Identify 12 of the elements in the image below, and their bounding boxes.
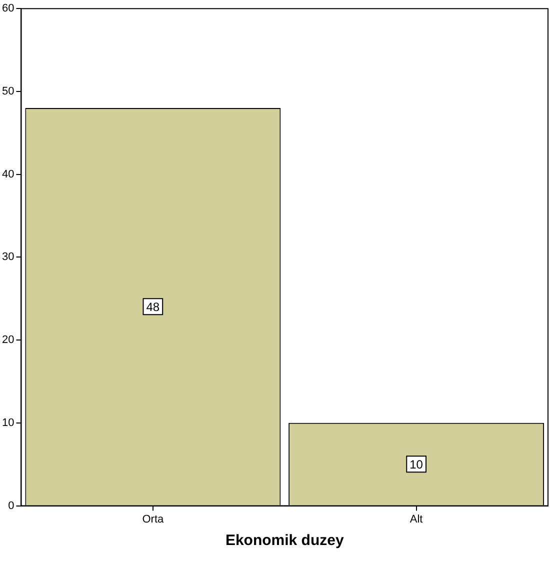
- x-axis-title: Ekonomik duzey: [225, 532, 344, 550]
- data-label: 48: [146, 300, 160, 314]
- x-tick-label: Alt: [410, 513, 423, 526]
- y-tick-label: 60: [2, 2, 14, 15]
- y-tick-label: 10: [2, 416, 14, 429]
- y-tick-label: 30: [2, 251, 14, 264]
- data-label: 10: [410, 457, 424, 472]
- y-tick-label: 0: [8, 500, 14, 512]
- x-tick-label: Orta: [142, 513, 164, 526]
- y-tick-label: 40: [2, 168, 14, 180]
- y-tick-label: 20: [2, 334, 14, 346]
- y-tick-label: 50: [2, 86, 14, 98]
